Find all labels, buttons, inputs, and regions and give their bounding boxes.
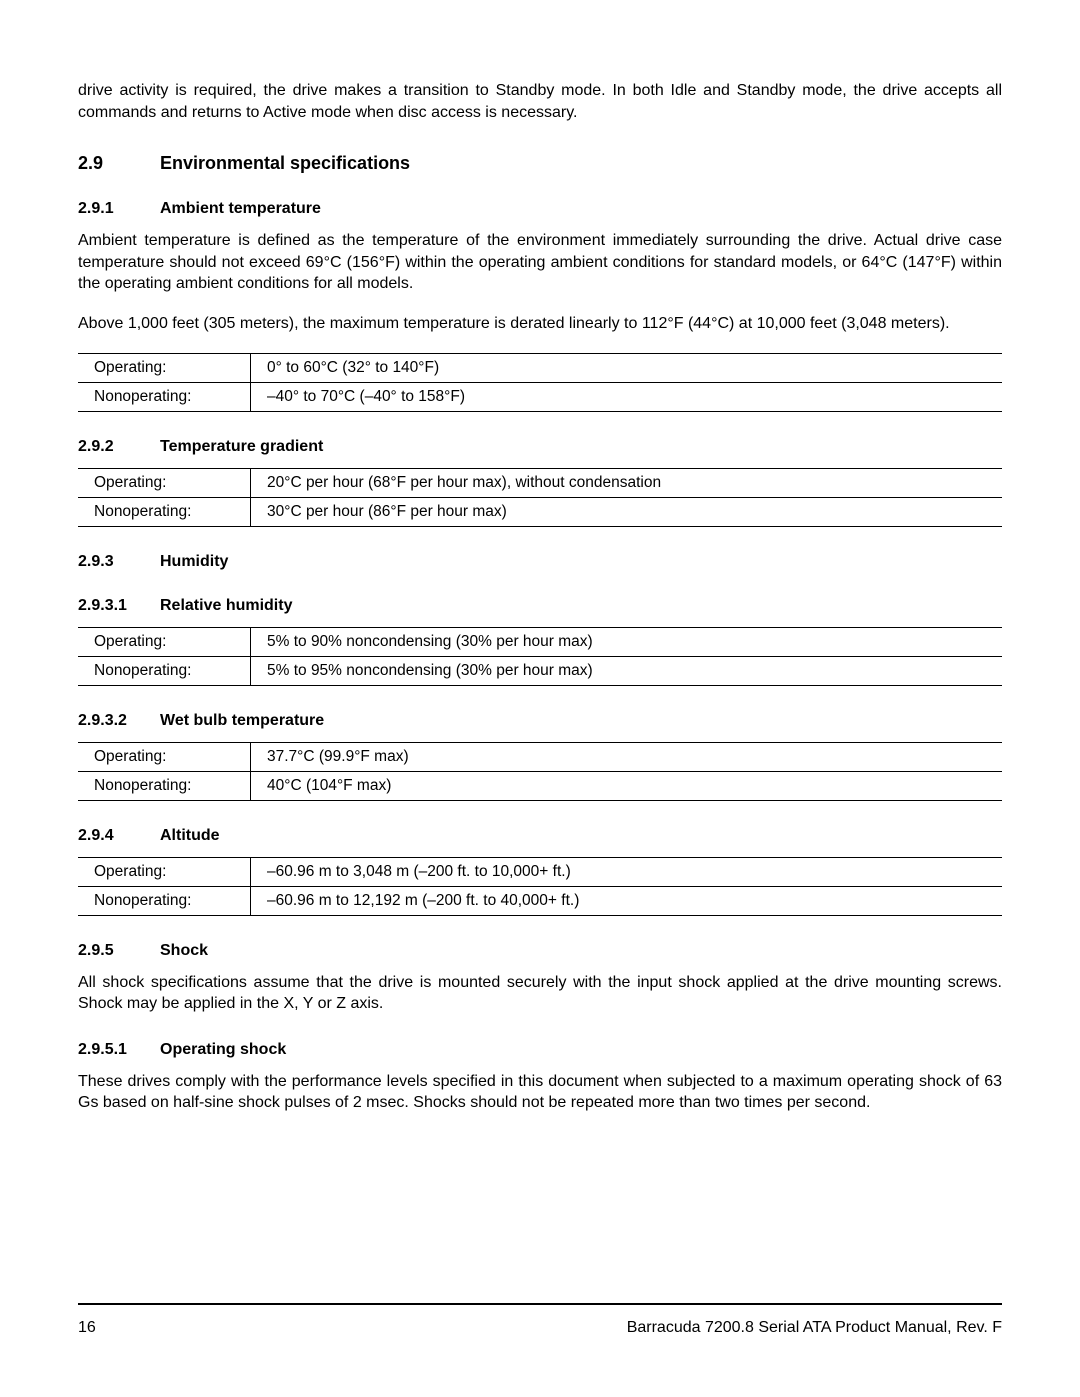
heading-title: Ambient temperature — [160, 200, 1002, 218]
table-relative-humidity: Operating: 5% to 90% noncondensing (30% … — [78, 627, 1002, 686]
table-row: Operating: 37.7°C (99.9°F max) — [78, 742, 1002, 771]
sec291-para2: Above 1,000 feet (305 meters), the maxim… — [78, 313, 1002, 335]
heading-2-9-3-1: 2.9.3.1 Relative humidity — [78, 597, 1002, 615]
page-number: 16 — [78, 1319, 96, 1337]
cell-label: Operating: — [78, 627, 251, 656]
heading-number: 2.9.3 — [78, 553, 160, 571]
cell-value: 20°C per hour (68°F per hour max), witho… — [251, 468, 1003, 497]
heading-title: Humidity — [160, 553, 1002, 571]
cell-value: 5% to 90% noncondensing (30% per hour ma… — [251, 627, 1003, 656]
heading-title: Shock — [160, 942, 1002, 960]
heading-number: 2.9 — [78, 153, 160, 174]
heading-title: Altitude — [160, 827, 1002, 845]
sec2951-para: These drives comply with the performance… — [78, 1071, 1002, 1114]
cell-value: 30°C per hour (86°F per hour max) — [251, 497, 1003, 526]
footer-rule — [78, 1303, 1002, 1305]
heading-2-9-1: 2.9.1 Ambient temperature — [78, 200, 1002, 218]
heading-number: 2.9.2 — [78, 438, 160, 456]
heading-2-9-3: 2.9.3 Humidity — [78, 553, 1002, 571]
heading-number: 2.9.3.1 — [78, 597, 160, 615]
cell-label: Operating: — [78, 742, 251, 771]
table-row: Operating: 5% to 90% noncondensing (30% … — [78, 627, 1002, 656]
cell-value: 5% to 95% noncondensing (30% per hour ma… — [251, 656, 1003, 685]
cell-value: –60.96 m to 3,048 m (–200 ft. to 10,000+… — [251, 857, 1003, 886]
heading-title: Operating shock — [160, 1041, 1002, 1059]
heading-number: 2.9.5 — [78, 942, 160, 960]
cell-label: Operating: — [78, 468, 251, 497]
table-temperature-gradient: Operating: 20°C per hour (68°F per hour … — [78, 468, 1002, 527]
sec291-para1: Ambient temperature is defined as the te… — [78, 230, 1002, 295]
doc-title: Barracuda 7200.8 Serial ATA Product Manu… — [627, 1319, 1002, 1337]
cell-label: Nonoperating: — [78, 382, 251, 411]
cell-value: 0° to 60°C (32° to 140°F) — [251, 353, 1003, 382]
footer-line: 16 Barracuda 7200.8 Serial ATA Product M… — [78, 1319, 1002, 1337]
heading-title: Wet bulb temperature — [160, 712, 1002, 730]
heading-title: Temperature gradient — [160, 438, 1002, 456]
sec295-para: All shock specifications assume that the… — [78, 972, 1002, 1015]
table-row: Nonoperating: 40°C (104°F max) — [78, 771, 1002, 800]
heading-title: Environmental specifications — [160, 153, 1002, 174]
table-row: Nonoperating: –60.96 m to 12,192 m (–200… — [78, 886, 1002, 915]
cell-value: 40°C (104°F max) — [251, 771, 1003, 800]
table-row: Nonoperating: 30°C per hour (86°F per ho… — [78, 497, 1002, 526]
table-row: Operating: –60.96 m to 3,048 m (–200 ft.… — [78, 857, 1002, 886]
heading-number: 2.9.1 — [78, 200, 160, 218]
heading-title: Relative humidity — [160, 597, 1002, 615]
heading-number: 2.9.4 — [78, 827, 160, 845]
table-row: Nonoperating: –40° to 70°C (–40° to 158°… — [78, 382, 1002, 411]
cell-label: Operating: — [78, 857, 251, 886]
table-row: Nonoperating: 5% to 95% noncondensing (3… — [78, 656, 1002, 685]
cell-label: Nonoperating: — [78, 771, 251, 800]
cell-label: Nonoperating: — [78, 497, 251, 526]
heading-2-9-4: 2.9.4 Altitude — [78, 827, 1002, 845]
heading-number: 2.9.3.2 — [78, 712, 160, 730]
cell-value: 37.7°C (99.9°F max) — [251, 742, 1003, 771]
heading-2-9-5-1: 2.9.5.1 Operating shock — [78, 1041, 1002, 1059]
table-wet-bulb: Operating: 37.7°C (99.9°F max) Nonoperat… — [78, 742, 1002, 801]
table-ambient-temperature: Operating: 0° to 60°C (32° to 140°F) Non… — [78, 353, 1002, 412]
cell-label: Nonoperating: — [78, 656, 251, 685]
table-row: Operating: 20°C per hour (68°F per hour … — [78, 468, 1002, 497]
intro-paragraph: drive activity is required, the drive ma… — [78, 80, 1002, 123]
document-page: drive activity is required, the drive ma… — [0, 0, 1080, 1397]
heading-2-9-2: 2.9.2 Temperature gradient — [78, 438, 1002, 456]
cell-label: Nonoperating: — [78, 886, 251, 915]
heading-2-9-5: 2.9.5 Shock — [78, 942, 1002, 960]
table-row: Operating: 0° to 60°C (32° to 140°F) — [78, 353, 1002, 382]
page-footer: 16 Barracuda 7200.8 Serial ATA Product M… — [78, 1303, 1002, 1337]
cell-value: –60.96 m to 12,192 m (–200 ft. to 40,000… — [251, 886, 1003, 915]
cell-label: Operating: — [78, 353, 251, 382]
heading-number: 2.9.5.1 — [78, 1041, 160, 1059]
cell-value: –40° to 70°C (–40° to 158°F) — [251, 382, 1003, 411]
table-altitude: Operating: –60.96 m to 3,048 m (–200 ft.… — [78, 857, 1002, 916]
heading-2-9: 2.9 Environmental specifications — [78, 153, 1002, 174]
heading-2-9-3-2: 2.9.3.2 Wet bulb temperature — [78, 712, 1002, 730]
